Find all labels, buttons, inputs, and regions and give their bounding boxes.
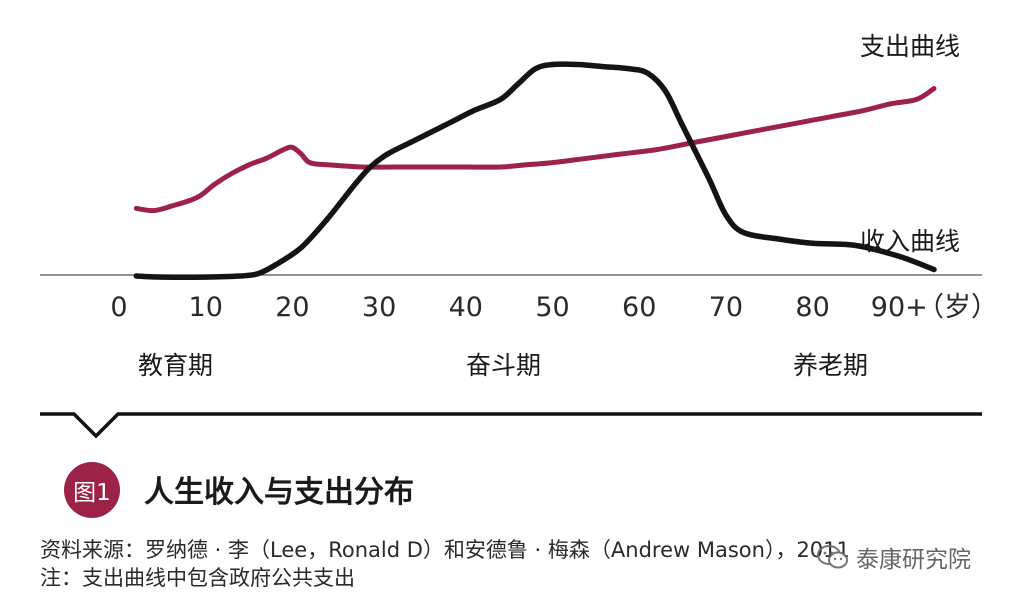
divider-with-notch <box>40 412 982 439</box>
x-tick-label: 10 <box>189 292 223 323</box>
x-unit-label: （岁） <box>917 292 998 323</box>
footnote: 注：支出曲线中包含政府公共支出 <box>40 566 355 590</box>
income-curve <box>133 61 937 280</box>
series-label-expense: 支出曲线 <box>860 32 960 61</box>
watermark: 泰康研究院 <box>816 540 971 574</box>
source-note: 资料来源：罗纳德 · 李（Lee，Ronald D）和安德鲁 · 梅森（Andr… <box>40 538 850 562</box>
figure-title: 人生收入与支出分布 <box>144 475 414 510</box>
wechat-icon <box>817 545 848 569</box>
x-tick-label: 40 <box>449 292 483 323</box>
watermark-text: 泰康研究院 <box>856 547 971 573</box>
stage-label-education: 教育期 <box>138 351 213 380</box>
expense-curve <box>133 86 937 214</box>
x-tick-labels: 0 10 20 30 40 50 60 70 80 90+ <box>110 292 927 323</box>
x-tick-label: 50 <box>535 292 569 323</box>
x-tick-label: 60 <box>622 292 656 323</box>
x-tick-label: 90+ <box>871 292 928 323</box>
x-tick-label: 0 <box>110 292 127 323</box>
x-tick-label: 20 <box>275 292 309 323</box>
stage-label-striving: 奋斗期 <box>466 351 541 380</box>
series-lines <box>133 61 937 280</box>
figure-number-badge: 图1 <box>64 462 120 518</box>
x-tick-label: 70 <box>709 292 743 323</box>
x-tick-label: 30 <box>362 292 396 323</box>
series-label-income: 收入曲线 <box>860 227 960 256</box>
x-tick-label: 80 <box>795 292 829 323</box>
stage-label-retirement: 养老期 <box>793 351 868 380</box>
